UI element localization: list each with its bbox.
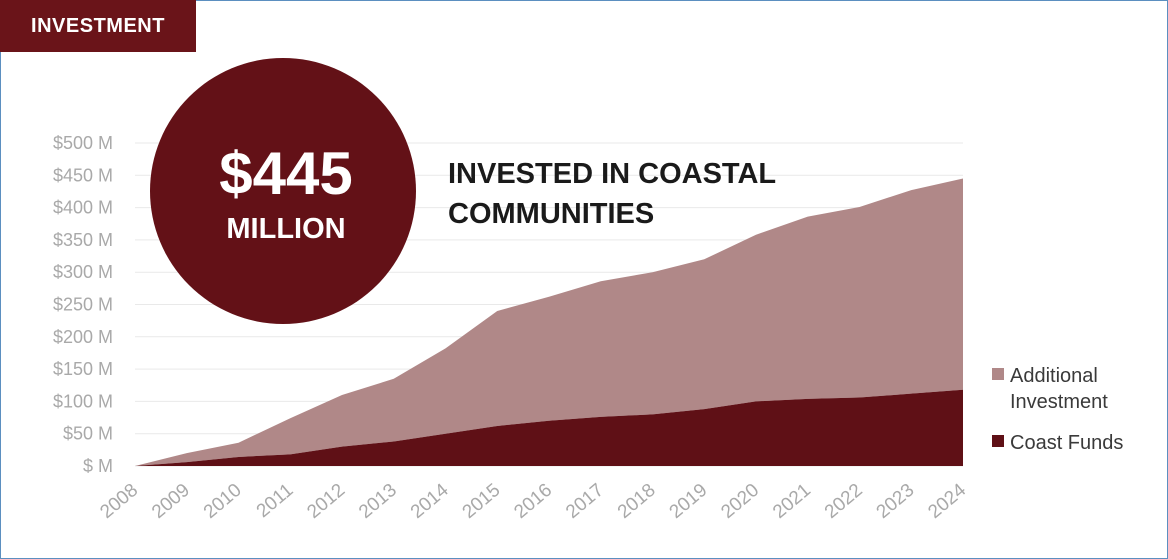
y-tick-label: $100 M [53, 391, 113, 411]
legend-swatch-coast [992, 435, 1004, 447]
x-tick-label: 2010 [200, 480, 246, 523]
x-tick-label: 2019 [666, 480, 712, 523]
x-axis-ticks: 2008 2009 2010 2011 2012 2013 2014 2015 2016 2017… [96, 479, 970, 523]
x-tick-label: 2008 [96, 480, 142, 523]
x-tick-label: 2015 [459, 480, 505, 523]
y-tick-label: $300 M [53, 262, 113, 282]
callout-unit: MILLION [226, 213, 345, 245]
x-tick-label: 2018 [614, 480, 660, 523]
legend-label-additional-1: Additional [1010, 365, 1098, 387]
x-tick-label: 2016 [510, 480, 556, 523]
x-tick-label: 2023 [873, 480, 919, 523]
series-area-coast-funds [135, 389, 963, 466]
y-tick-label: $450 M [53, 165, 113, 185]
y-tick-label: $150 M [53, 359, 113, 379]
x-tick-label: 2021 [769, 480, 815, 523]
x-tick-label: 2020 [717, 480, 763, 523]
x-tick-label: 2012 [303, 480, 349, 523]
callout-number: $445 [219, 140, 352, 207]
legend-label-coast: Coast Funds [1010, 432, 1123, 454]
y-tick-label: $200 M [53, 327, 113, 347]
y-tick-label: $500 M [53, 133, 113, 153]
x-tick-label: 2014 [407, 479, 453, 523]
area-series [135, 178, 963, 466]
x-tick-label: 2009 [148, 480, 194, 523]
y-tick-label: $350 M [53, 230, 113, 250]
callout-circle [150, 58, 416, 324]
section-tag: INVESTMENT [0, 0, 196, 52]
x-tick-label: 2011 [253, 480, 298, 522]
x-tick-label: 2017 [562, 480, 608, 523]
headline-line-1: INVESTED IN COASTAL [448, 158, 776, 190]
y-axis-ticks: $ M $50 M $100 M $150 M $200 M $250 M $300 M $3… [53, 133, 113, 476]
y-tick-label: $400 M [53, 198, 113, 218]
y-tick-label: $250 M [53, 295, 113, 315]
legend-label-additional-2: Investment [1010, 391, 1108, 413]
x-tick-label: 2024 [924, 479, 970, 523]
y-tick-label: $ M [83, 456, 113, 476]
x-tick-label: 2022 [821, 480, 867, 523]
legend-swatch-additional [992, 368, 1004, 380]
headline-line-2: COMMUNITIES [448, 198, 654, 230]
x-tick-label: 2013 [355, 480, 401, 523]
legend: Additional Investment Coast Funds [992, 365, 1123, 454]
y-tick-label: $50 M [63, 424, 113, 444]
series-area-additional-investment [135, 178, 963, 466]
